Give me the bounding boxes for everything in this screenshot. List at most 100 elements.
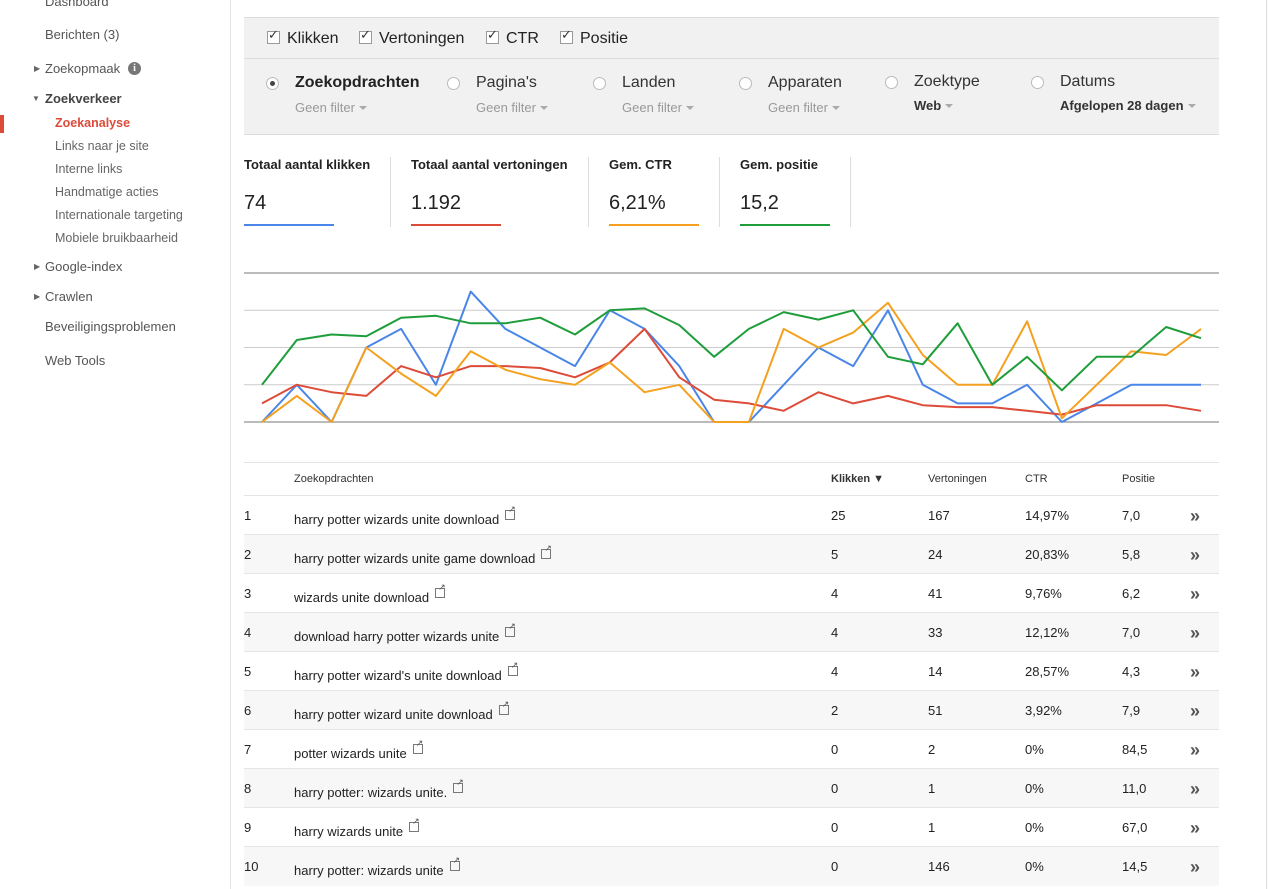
sidebar-item-dashboard[interactable]: Dashboard [45, 0, 109, 9]
filter-dropdown[interactable]: Web [914, 98, 954, 113]
column-header-ctr[interactable]: CTR [1025, 473, 1048, 485]
radio-selected-icon[interactable] [266, 77, 279, 90]
filter-dropdown[interactable]: Geen filter [622, 100, 694, 115]
sidebar-item-crawl[interactable]: Crawlen [45, 289, 93, 304]
clicks-value: 0 [831, 820, 839, 835]
sidebar-item-search-traffic[interactable]: Zoekverkeer [45, 91, 122, 106]
query-link[interactable]: potter wizards unite [294, 738, 423, 761]
sidebar-item-web-tools[interactable]: Web Tools [45, 353, 106, 368]
sidebar-item-search-appearance[interactable]: Zoekopmaak [45, 61, 121, 76]
performance-chart[interactable] [244, 265, 1219, 430]
checkbox-ctr[interactable]: CTR [486, 27, 539, 48]
sidebar-item-google-index[interactable]: Google-index [45, 259, 123, 274]
double-chevron-right-icon[interactable]: » [1190, 623, 1200, 643]
ctr-value: 0% [1025, 859, 1044, 874]
external-link-icon[interactable] [435, 582, 446, 598]
table-row[interactable]: 3 wizards unite download 4 41 9,76% 6,2 » [244, 573, 1219, 613]
double-chevron-right-icon[interactable]: » [1190, 584, 1200, 604]
double-chevron-right-icon[interactable]: » [1190, 701, 1200, 721]
query-link[interactable]: harry potter wizards unite download [294, 504, 516, 527]
card-title: Totaal aantal klikken [244, 157, 371, 172]
filter-dropdown[interactable]: Geen filter [768, 100, 840, 115]
radio-icon[interactable] [593, 77, 606, 90]
avg-position-card[interactable]: Gem. positie 15,2 [740, 157, 830, 226]
double-chevron-right-icon[interactable]: » [1190, 779, 1200, 799]
clicks-value: 2 [831, 703, 839, 718]
column-header-clicks[interactable]: Klikken ▼ [831, 473, 885, 485]
sidebar-item-international-targeting[interactable]: Internationale targeting [55, 208, 183, 222]
sidebar-item-search-analytics[interactable]: Zoekanalyse [55, 116, 131, 130]
caret-right-icon[interactable]: ▶ [34, 292, 41, 301]
external-link-icon[interactable] [507, 660, 518, 676]
series-line-1 [261, 327, 1202, 416]
divider [588, 157, 589, 227]
radio-icon[interactable] [739, 77, 752, 90]
double-chevron-right-icon[interactable]: » [1190, 545, 1200, 565]
checkbox-clicks[interactable]: Klikken [267, 27, 339, 48]
query-link[interactable]: harry potter wizard's unite download [294, 660, 518, 683]
external-link-icon[interactable] [498, 699, 509, 715]
external-link-icon[interactable] [453, 777, 464, 793]
info-icon[interactable]: i [128, 62, 141, 75]
table-row[interactable]: 8 harry potter: wizards unite. 0 1 0% 11,0 » [244, 768, 1219, 808]
query-link[interactable]: wizards unite download [294, 582, 446, 605]
table-row[interactable]: 5 harry potter wizard's unite download 4 14… [244, 651, 1219, 691]
sidebar-item-manual-actions[interactable]: Handmatige acties [55, 185, 159, 199]
total-clicks-card[interactable]: Totaal aantal klikken 74 [244, 157, 371, 226]
table-row[interactable]: 9 harry wizards unite 0 1 0% 67,0 » [244, 807, 1219, 847]
double-chevron-right-icon[interactable]: » [1190, 740, 1200, 760]
impressions-value: 24 [928, 547, 943, 562]
checkbox-impressions[interactable]: Vertoningen [359, 27, 464, 48]
ctr-value: 20,83% [1025, 547, 1070, 562]
sidebar-item-security-issues[interactable]: Beveiligingsproblemen [45, 319, 176, 334]
avg-ctr-card[interactable]: Gem. CTR 6,21% [609, 157, 699, 226]
filter-dropdown[interactable]: Geen filter [295, 100, 367, 115]
query-link[interactable]: download harry potter wizards unite [294, 621, 516, 644]
column-header-impressions[interactable]: Vertoningen [928, 473, 987, 485]
radio-icon[interactable] [885, 76, 898, 89]
radio-icon[interactable] [1031, 76, 1044, 89]
double-chevron-right-icon[interactable]: » [1190, 818, 1200, 838]
filter-dropdown[interactable]: Afgelopen 28 dagen [1060, 98, 1196, 113]
query-link[interactable]: harry potter wizards unite game download [294, 543, 552, 566]
external-link-icon[interactable] [505, 621, 516, 637]
table-row[interactable]: 10 harry potter: wizards unite 0 146 0% 14,5 » [244, 846, 1219, 886]
sidebar-item-internal-links[interactable]: Interne links [55, 162, 123, 176]
query-link[interactable]: harry potter: wizards unite. [294, 777, 464, 800]
external-link-icon[interactable] [449, 855, 460, 871]
chevron-down-icon [1187, 104, 1196, 108]
column-header-query[interactable]: Zoekopdrachten [294, 473, 374, 485]
scrollbar[interactable] [1266, 0, 1267, 889]
external-link-icon[interactable] [412, 738, 423, 754]
radio-icon[interactable] [447, 77, 460, 90]
caret-down-icon[interactable]: ▼ [32, 94, 40, 103]
total-impressions-card[interactable]: Totaal aantal vertoningen 1.192 [411, 157, 568, 226]
table-row[interactable]: 6 harry potter wizard unite download 2 51 3,… [244, 690, 1219, 730]
query-link[interactable]: harry wizards unite [294, 816, 420, 839]
query-link[interactable]: harry potter wizard unite download [294, 699, 509, 722]
filter-dropdown[interactable]: Geen filter [476, 100, 548, 115]
caret-right-icon[interactable]: ▶ [34, 64, 41, 73]
caret-right-icon[interactable]: ▶ [34, 262, 41, 271]
double-chevron-right-icon[interactable]: » [1190, 857, 1200, 877]
sidebar-item-mobile-usability[interactable]: Mobiele bruikbaarheid [55, 231, 178, 245]
external-link-icon[interactable] [409, 816, 420, 832]
impressions-value: 2 [928, 742, 936, 757]
sidebar-item-messages[interactable]: Berichten (3) [45, 27, 120, 42]
table-row[interactable]: 1 harry potter wizards unite download 25 16… [244, 495, 1219, 535]
divider [244, 462, 1219, 463]
table-row[interactable]: 4 download harry potter wizards unite 4 33 1… [244, 612, 1219, 652]
table-row[interactable]: 7 potter wizards unite 0 2 0% 84,5 » [244, 729, 1219, 769]
checkbox-position[interactable]: Positie [560, 27, 628, 48]
query-link[interactable]: harry potter: wizards unite [294, 855, 460, 878]
sidebar-item-links-to-site[interactable]: Links naar je site [55, 139, 149, 153]
clicks-value: 0 [831, 742, 839, 757]
external-link-icon[interactable] [541, 543, 552, 559]
double-chevron-right-icon[interactable]: » [1190, 506, 1200, 526]
divider [850, 157, 851, 227]
external-link-icon[interactable] [505, 504, 516, 520]
table-row[interactable]: 2 harry potter wizards unite game downloa… [244, 534, 1219, 574]
column-header-position[interactable]: Positie [1122, 473, 1156, 485]
row-number: 6 [244, 703, 252, 718]
double-chevron-right-icon[interactable]: » [1190, 662, 1200, 682]
